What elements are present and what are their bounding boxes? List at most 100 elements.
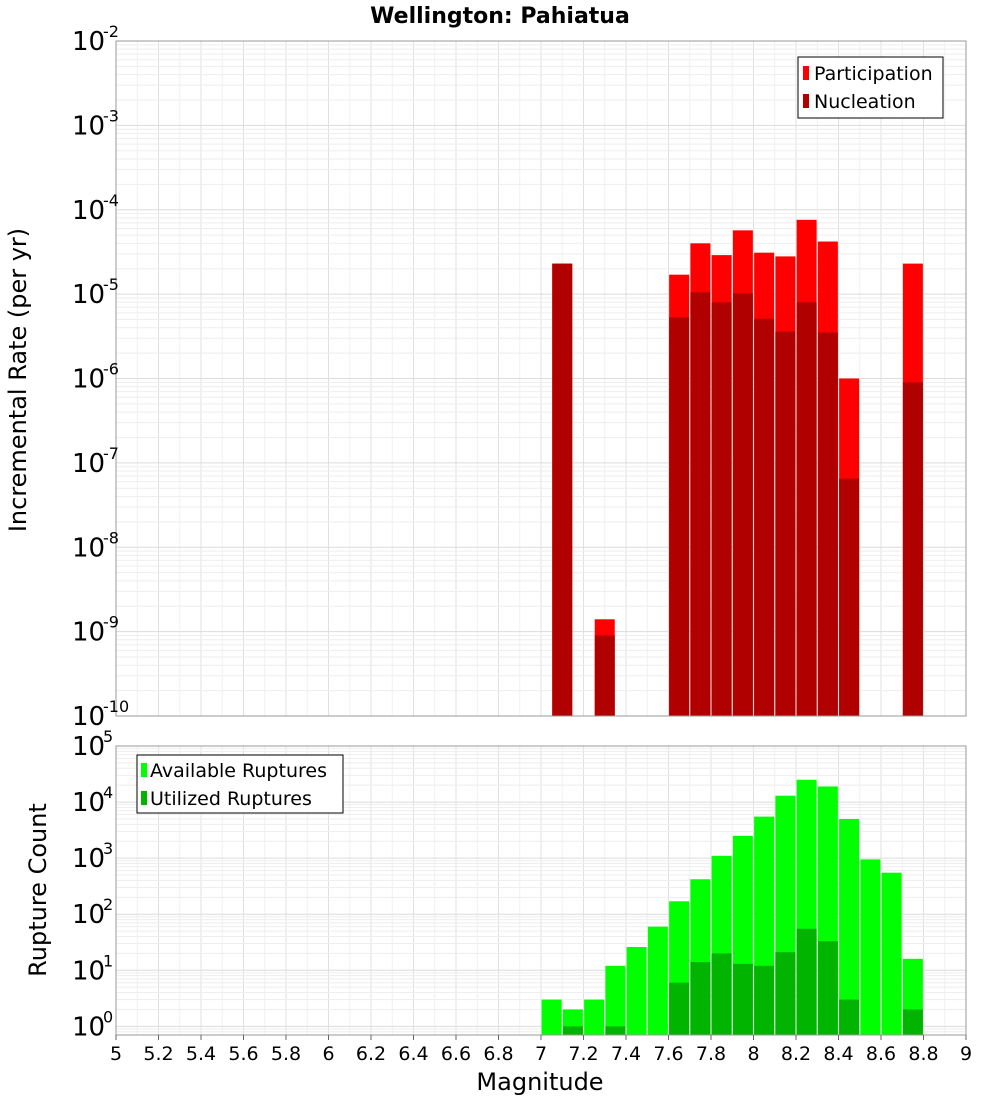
bottom-bar-utilized-ruptures [562,1026,583,1035]
top-legend: Participation Nucleation [797,56,944,119]
x-tick-label: 8.6 [866,1043,896,1065]
bottom-bar-utilized-ruptures [711,953,732,1035]
bottom-bar-utilized-ruptures [754,965,775,1035]
bottom-bar-utilized-ruptures [669,982,690,1035]
bottom-bars [541,779,923,1035]
top-bar-nucleation [902,382,923,716]
x-tick-label: 5.6 [228,1043,258,1065]
top-bar-nucleation [690,292,711,716]
legend-swatch-nucleation [803,94,809,108]
legend-swatch-participation [803,66,809,80]
bottom-bar-available-ruptures [647,926,668,1035]
bottom-bar-available-ruptures [626,946,647,1035]
top-y-tick-base: 10 [72,618,105,648]
legend-swatch-utilized [141,791,147,805]
x-ticks: 5 5.2 5.4 5.6 5.8 6 6.2 6.4 6.6 6.8 7 7.2 7.4 7.6 7.8 8… [110,1035,972,1065]
top-y-tick-exponent: -5 [103,275,119,294]
bottom-bar-utilized-ruptures [796,928,817,1035]
x-tick-label: 8.4 [823,1043,853,1065]
x-tick-label: 7 [535,1043,547,1065]
x-tick-label: 6.6 [441,1043,471,1065]
x-tick-label: 5.2 [143,1043,173,1065]
top-y-tick: 10-5 [72,275,119,310]
top-y-tick-exponent: -3 [103,106,119,125]
x-tick-label: 7.2 [568,1043,598,1065]
chart-title: Wellington: Pahiatua [370,4,630,29]
bottom-y-tick-base: 10 [72,956,105,986]
bottom-bar-utilized-ruptures [817,941,838,1035]
bottom-y-tick-base: 10 [72,788,105,818]
bottom-bar-available-ruptures [584,999,605,1035]
bottom-bar-utilized-ruptures [775,952,796,1035]
legend-label-utilized: Utilized Ruptures [150,788,312,810]
top-bar-nucleation [594,635,615,716]
bottom-y-tick: 102 [72,895,113,930]
top-bar-nucleation [711,302,732,716]
bottom-y-tick: 101 [72,951,113,986]
top-y-tick: 10-10 [72,697,129,732]
bottom-legend: Available Ruptures Utilized Ruptures [136,754,344,814]
bottom-y-tick-base: 10 [72,1012,105,1042]
bottom-bar-utilized-ruptures [902,1009,923,1035]
top-y-tick: 10-3 [72,106,119,141]
bottom-y-tick: 100 [72,1007,113,1042]
top-y-tick-exponent: -9 [103,613,119,632]
bottom-bar-utilized-ruptures [690,962,711,1035]
x-tick-label: 9 [960,1043,972,1065]
bottom-bar-available-ruptures [605,965,626,1035]
top-y-tick-exponent: -6 [103,360,119,379]
bottom-y-tick-base: 10 [72,844,105,874]
top-y-tick: 10-6 [72,360,119,395]
x-tick-label: 8.8 [908,1043,938,1065]
top-y-tick: 10-8 [72,528,119,563]
bottom-bar-available-ruptures [839,818,860,1035]
top-bar-nucleation [552,263,573,716]
bottom-bar-available-ruptures [860,859,881,1035]
legend-label-participation: Participation [814,63,933,85]
bottom-bar-utilized-ruptures [605,1026,626,1035]
bottom-y-axis-label: Rupture Count [24,803,52,977]
top-bar-nucleation [669,317,690,716]
bottom-legend-box [136,754,344,814]
top-y-tick-base: 10 [72,111,105,141]
top-y-tick-base: 10 [72,449,105,479]
bottom-bar-utilized-ruptures [839,999,860,1035]
bottom-y-tick-exponent: 5 [103,727,113,746]
bottom-y-tick: 103 [72,839,113,874]
x-tick-label: 6.8 [483,1043,513,1065]
bottom-y-tick-exponent: 1 [103,951,113,970]
legend-label-available: Available Ruptures [150,760,327,782]
bottom-bar-available-ruptures [541,999,562,1035]
top-y-tick-base: 10 [72,27,105,57]
top-bars [552,219,923,717]
top-grid [115,40,967,717]
bottom-y-tick-base: 10 [72,900,105,930]
bottom-y-tick-base: 10 [72,732,105,762]
top-y-tick-exponent: -10 [103,697,129,716]
top-y-tick-base: 10 [72,702,105,732]
x-tick-label: 6.2 [356,1043,386,1065]
top-y-tick-exponent: -8 [103,528,119,547]
bottom-y-tick: 105 [72,727,113,762]
x-tick-label: 6.4 [398,1043,428,1065]
top-y-tick-base: 10 [72,280,105,310]
top-y-tick: 10-9 [72,613,119,648]
x-tick-label: 6 [322,1043,334,1065]
x-axis-label: Magnitude [476,1068,603,1096]
top-y-tick: 10-2 [72,22,119,57]
top-bar-nucleation [732,293,753,716]
bottom-y-tick-exponent: 2 [103,895,113,914]
bottom-bar-available-ruptures [881,872,902,1035]
top-y-tick: 10-7 [72,444,119,479]
x-tick-label: 7.8 [696,1043,726,1065]
top-bar-nucleation [839,478,860,716]
bottom-y-tick-exponent: 0 [103,1007,113,1026]
top-y-tick-base: 10 [72,196,105,226]
top-bar-nucleation [754,318,775,716]
legend-label-nucleation: Nucleation [814,91,916,113]
top-plot-border [115,40,967,717]
